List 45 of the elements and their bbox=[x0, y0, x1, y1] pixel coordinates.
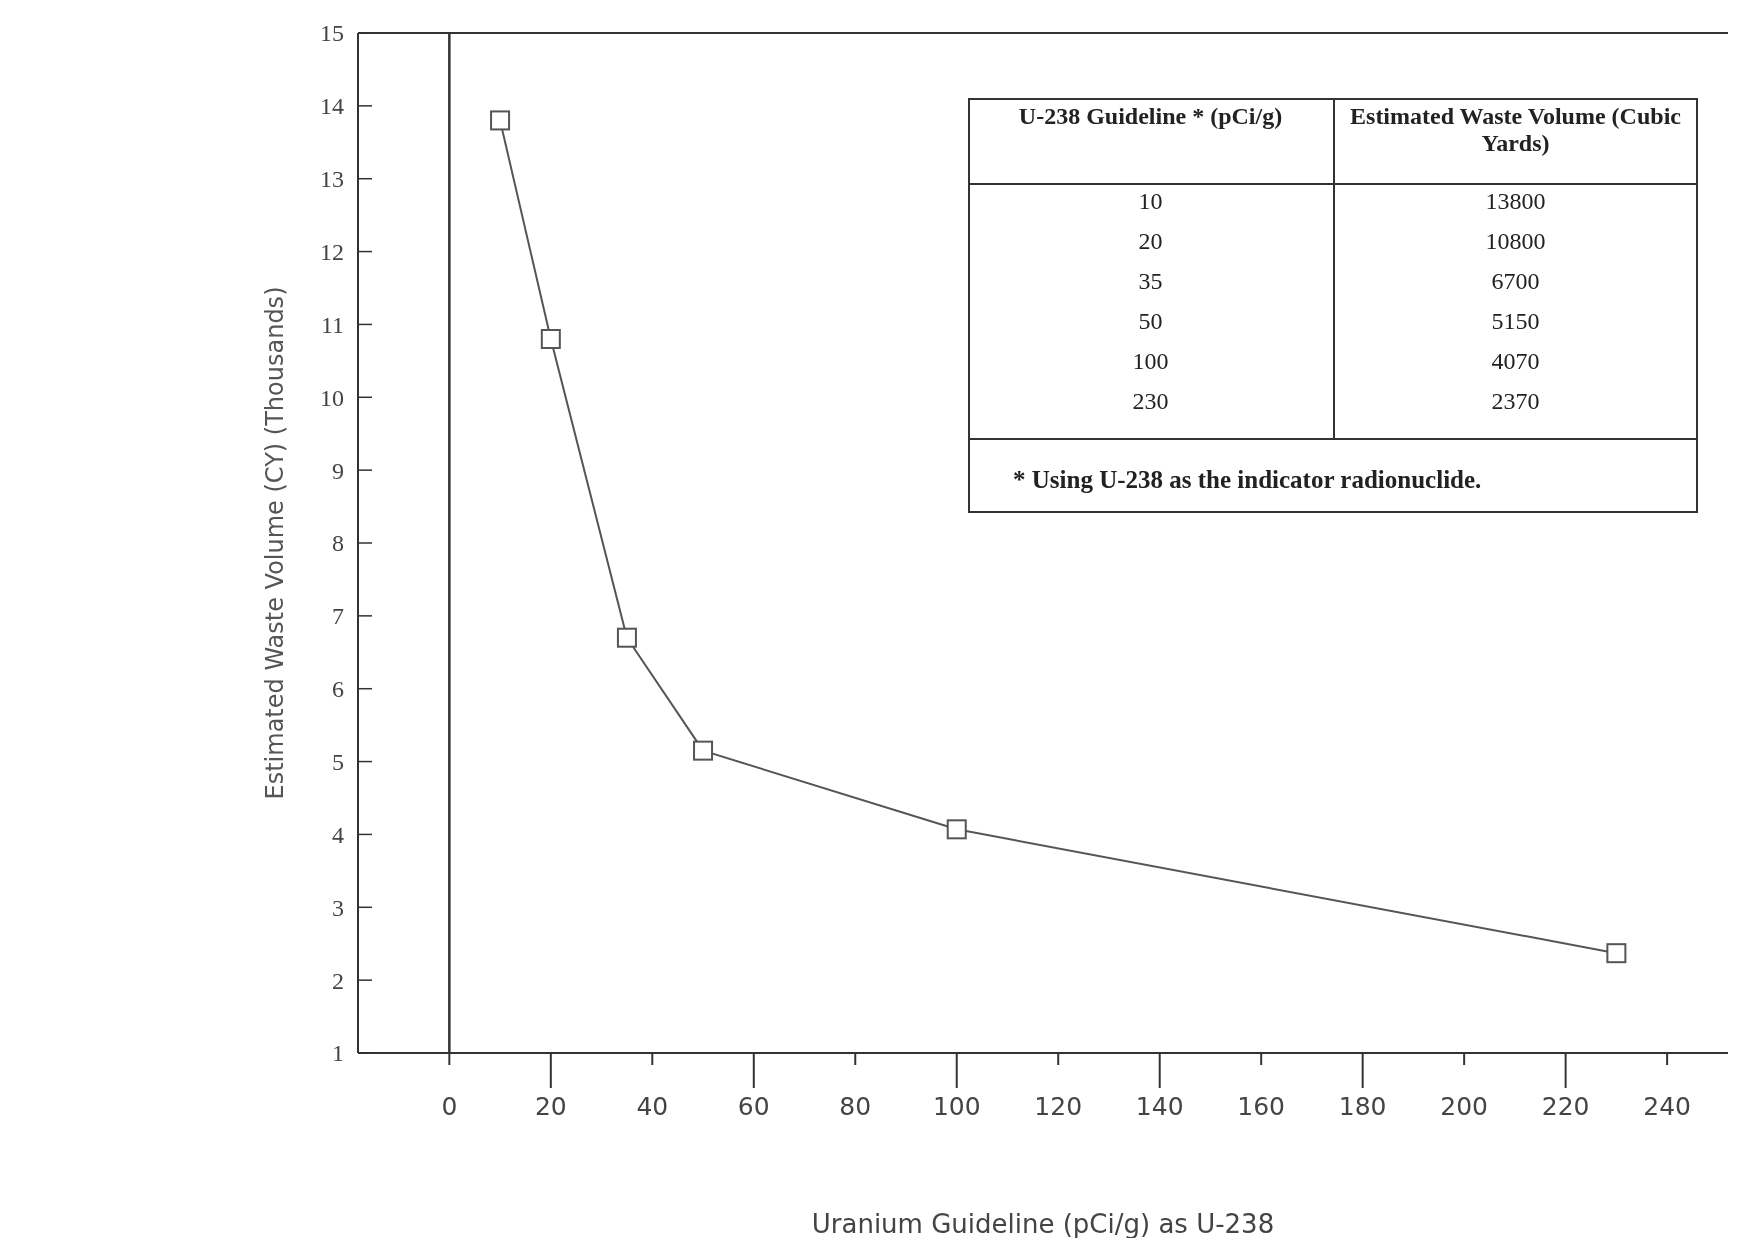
y-tick-label: 15 bbox=[320, 20, 344, 47]
y-tick-label: 14 bbox=[320, 93, 344, 120]
y-tick-label: 2 bbox=[332, 967, 344, 994]
annotation: U-238 Guideline * (pCi/g) bbox=[1017, 103, 1284, 130]
x-tick-label: 120 bbox=[1034, 1092, 1083, 1121]
x-tick-label: 240 bbox=[1643, 1092, 1691, 1121]
y-tick-label: 7 bbox=[332, 603, 344, 630]
y-tick-label: 6 bbox=[332, 676, 344, 703]
annotation: 6700 bbox=[1491, 268, 1540, 294]
y-tick-label: 3 bbox=[332, 894, 344, 921]
y-tick-label: 1 bbox=[332, 1040, 344, 1067]
annotation: 20 bbox=[1138, 228, 1163, 254]
annotation: Estimated Waste Volume (Cubic Yards) bbox=[1349, 103, 1682, 157]
x-tick-label: 0 bbox=[441, 1092, 458, 1121]
annotation: * Using U-238 as the indicator radionuclide. bbox=[1013, 466, 1482, 493]
x-tick-label: 140 bbox=[1135, 1092, 1184, 1121]
annotation: 10 bbox=[1138, 188, 1163, 214]
y-tick-label: 4 bbox=[332, 821, 344, 848]
annotation: 5150 bbox=[1491, 308, 1540, 334]
y-axis-title: Estimated Waste Volume (CY) (Thousands) bbox=[261, 286, 289, 800]
x-tick-label: 220 bbox=[1541, 1092, 1590, 1121]
y-tick-label: 8 bbox=[332, 530, 344, 557]
x-tick-label: 180 bbox=[1338, 1092, 1387, 1121]
x-tick-label: 200 bbox=[1440, 1092, 1489, 1121]
annotation: 35 bbox=[1138, 268, 1163, 294]
annotation: 10800 bbox=[1485, 228, 1546, 254]
y-tick-label: 9 bbox=[332, 457, 344, 484]
annotation: 4070 bbox=[1491, 348, 1540, 374]
annotation: 2370 bbox=[1491, 388, 1540, 414]
y-tick-label: 13 bbox=[320, 166, 344, 193]
x-tick-label: 160 bbox=[1237, 1092, 1286, 1121]
y-tick-label: 5 bbox=[332, 748, 344, 775]
x-tick-label: 100 bbox=[932, 1092, 981, 1121]
x-tick-label: 40 bbox=[636, 1092, 669, 1121]
x-tick-label: 80 bbox=[839, 1092, 872, 1121]
annotation: 13800 bbox=[1485, 188, 1546, 214]
x-axis-title: Uranium Guideline (pCi/g) as U-238 bbox=[811, 1209, 1275, 1239]
y-tick-label: 11 bbox=[320, 311, 344, 338]
annotation: 50 bbox=[1138, 308, 1163, 334]
x-tick-label: 60 bbox=[737, 1092, 770, 1121]
annotation: 100 bbox=[1132, 348, 1169, 374]
y-tick-label: 12 bbox=[320, 238, 344, 265]
y-tick-label: 10 bbox=[320, 384, 344, 411]
x-tick-label: 20 bbox=[534, 1092, 567, 1121]
annotation: 230 bbox=[1132, 388, 1169, 414]
